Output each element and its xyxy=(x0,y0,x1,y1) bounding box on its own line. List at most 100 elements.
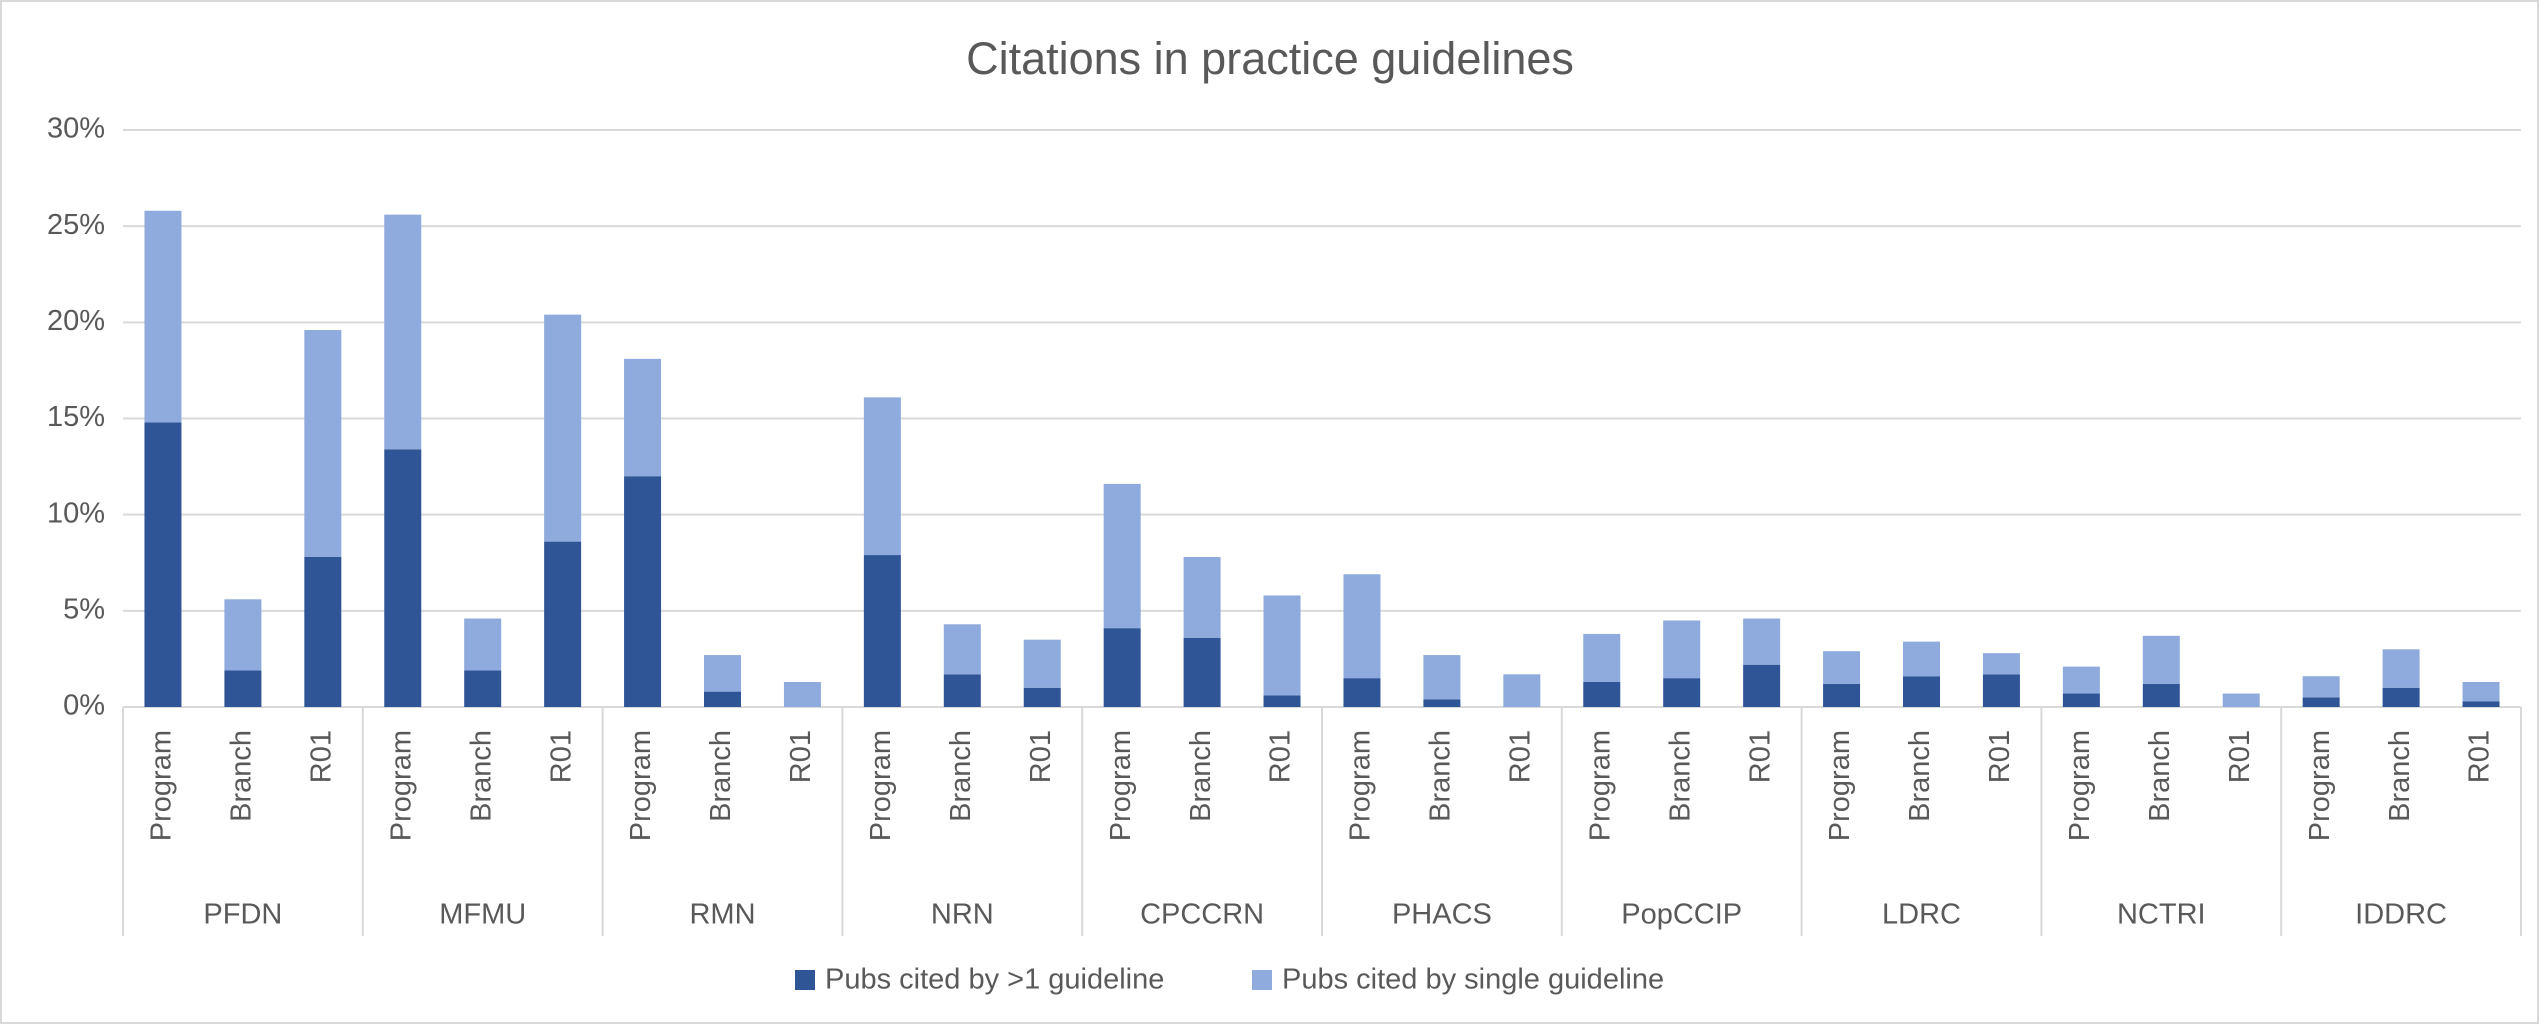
bar-segment xyxy=(2062,666,2100,694)
bar-segment xyxy=(1903,641,1940,677)
x-tick-label: Program xyxy=(146,730,178,841)
bar-segment xyxy=(2462,701,2500,707)
legend-label: Pubs cited by single guideline xyxy=(1282,964,1664,996)
x-tick-label: R01 xyxy=(1984,730,2016,783)
bar-segment xyxy=(2302,697,2340,707)
x-tick-label: Branch xyxy=(2144,730,2176,822)
bar-segment xyxy=(2142,635,2180,684)
x-tick-label: Branch xyxy=(1425,730,1457,822)
x-tick-label: Branch xyxy=(945,730,977,822)
bar-segment xyxy=(2062,693,2100,707)
bar-segment xyxy=(783,681,821,707)
group-label: PFDN xyxy=(203,899,282,931)
bar-segment xyxy=(624,358,662,477)
x-tick-label: Program xyxy=(865,730,897,841)
y-tick-label: 25% xyxy=(47,209,105,241)
x-tick-label: R01 xyxy=(785,730,817,783)
x-tick-label: R01 xyxy=(1504,730,1536,783)
bar-segment xyxy=(304,330,342,557)
bar-segment xyxy=(1023,687,1061,707)
x-tick-label: Branch xyxy=(1904,730,1936,822)
group-label: IDDRC xyxy=(2355,899,2447,931)
bar-segment xyxy=(144,422,182,707)
legend-label: Pubs cited by >1 guideline xyxy=(825,964,1164,996)
bar-segment xyxy=(2382,649,2420,688)
x-tick-label: R01 xyxy=(545,730,577,783)
y-tick-label: 5% xyxy=(63,593,105,625)
bar-segment xyxy=(624,476,662,707)
y-tick-label: 10% xyxy=(47,497,105,529)
x-tick-label: R01 xyxy=(1265,730,1297,783)
bar-segment xyxy=(704,655,741,692)
bar-segment xyxy=(1982,674,2020,707)
bar-segment xyxy=(464,618,502,671)
group-label: RMN xyxy=(689,899,755,931)
y-tick-label: 30% xyxy=(47,113,105,145)
bar-segment xyxy=(1023,639,1061,688)
group-label: CPCCRN xyxy=(1140,899,1264,931)
bar-segment xyxy=(1663,620,1701,679)
bar-segment xyxy=(1583,633,1621,682)
bar-segment xyxy=(1903,676,1940,707)
x-tick-label: R01 xyxy=(1025,730,1057,783)
bar-segment xyxy=(704,691,741,707)
bar-segment xyxy=(384,214,422,450)
bar-segment xyxy=(1503,674,1541,707)
x-tick-label: Program xyxy=(385,730,417,841)
bar-segment xyxy=(1743,664,1781,707)
x-tick-label: Program xyxy=(1345,730,1377,841)
bar-segment xyxy=(1663,678,1701,707)
bar-segment xyxy=(224,670,262,707)
group-label: NRN xyxy=(931,899,994,931)
x-tick-label: Program xyxy=(1824,730,1856,841)
x-tick-label: R01 xyxy=(305,730,337,783)
bar-segment xyxy=(1183,637,1221,707)
x-tick-label: Branch xyxy=(2384,730,2416,822)
legend-swatch xyxy=(795,970,815,990)
x-tick-label: Program xyxy=(1584,730,1616,841)
y-tick-label: 20% xyxy=(47,305,105,337)
bar-segment xyxy=(1743,618,1781,665)
bar-segment xyxy=(943,624,981,675)
bar-segment xyxy=(1343,574,1381,679)
bar-segment xyxy=(2302,676,2340,698)
bar-segment xyxy=(1263,595,1301,696)
y-tick-label: 0% xyxy=(63,690,105,722)
x-tick-label: Branch xyxy=(1185,730,1217,822)
bar-segment xyxy=(304,556,342,707)
x-tick-label: R01 xyxy=(2224,730,2256,783)
x-tick-label: Branch xyxy=(465,730,497,822)
bar-segment xyxy=(1982,653,2020,675)
bar-segment xyxy=(2142,683,2180,707)
x-tick-label: Program xyxy=(1105,730,1137,841)
x-tick-label: Branch xyxy=(226,730,258,822)
bar-segment xyxy=(1183,556,1221,638)
bar-segment xyxy=(1103,483,1141,629)
bar-segment xyxy=(224,599,262,671)
x-tick-label: Program xyxy=(2064,730,2096,841)
bar-segment xyxy=(1263,695,1301,707)
bar-segment xyxy=(1583,681,1621,707)
group-label: MFMU xyxy=(439,899,526,931)
bar-segment xyxy=(544,541,582,707)
bar-segment xyxy=(863,397,901,556)
group-label: LDRC xyxy=(1882,899,1961,931)
bar-segment xyxy=(1823,651,1861,684)
bar-segment xyxy=(2222,693,2260,707)
bar-segment xyxy=(1823,683,1861,707)
x-tick-label: Branch xyxy=(705,730,737,822)
legend-swatch xyxy=(1252,970,1272,990)
bar-segment xyxy=(2462,681,2500,702)
bar-segment xyxy=(144,210,182,423)
bar-segment xyxy=(1423,699,1461,707)
bar-segment xyxy=(863,555,901,707)
group-label: PHACS xyxy=(1392,899,1492,931)
x-tick-label: R01 xyxy=(2464,730,2496,783)
bar-segment xyxy=(1423,655,1461,700)
bar-segment xyxy=(2382,687,2420,707)
x-tick-label: R01 xyxy=(1744,730,1776,783)
bar-segment xyxy=(1343,678,1381,707)
group-label: PopCCIP xyxy=(1621,899,1742,931)
